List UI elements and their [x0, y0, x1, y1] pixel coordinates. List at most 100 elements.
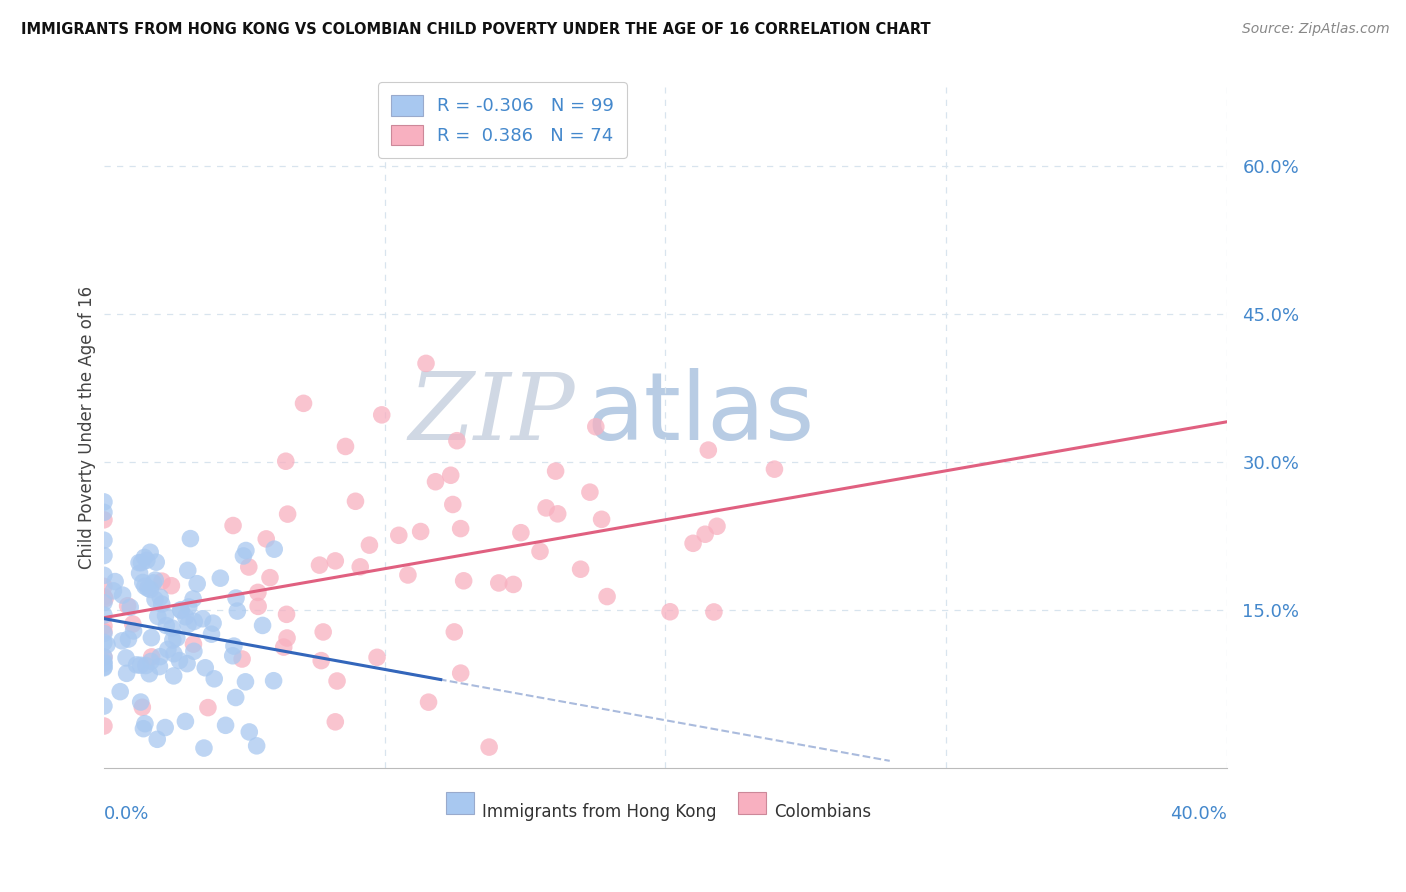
Point — [160, 621, 183, 635]
Point — [191, 612, 214, 626]
Point — [366, 650, 388, 665]
Point — [509, 525, 531, 540]
Point — [388, 528, 411, 542]
Point — [146, 732, 169, 747]
Point — [149, 649, 172, 664]
Point — [415, 356, 437, 370]
Point — [141, 631, 163, 645]
Point — [231, 652, 253, 666]
Point — [128, 566, 150, 581]
Point — [529, 544, 551, 558]
Point — [252, 618, 274, 632]
Point — [177, 599, 200, 614]
Point — [308, 558, 330, 573]
Point — [418, 695, 440, 709]
Point — [443, 624, 465, 639]
Point — [120, 600, 142, 615]
Point — [544, 464, 567, 478]
Point — [93, 661, 115, 675]
Point — [396, 568, 419, 582]
Point — [93, 657, 115, 671]
Point — [226, 604, 249, 618]
Legend: R = -0.306   N = 99, R =  0.386   N = 74: R = -0.306 N = 99, R = 0.386 N = 74 — [378, 82, 627, 158]
Point — [706, 519, 728, 533]
Point — [132, 722, 155, 736]
Point — [292, 396, 315, 410]
Y-axis label: Child Poverty Under the Age of 16: Child Poverty Under the Age of 16 — [79, 285, 96, 569]
Point — [569, 562, 592, 576]
Point — [103, 583, 125, 598]
Point — [93, 619, 115, 633]
Point — [179, 532, 201, 546]
Point — [273, 640, 295, 654]
Point — [139, 582, 162, 597]
Point — [131, 556, 153, 570]
Point — [596, 590, 619, 604]
Point — [93, 513, 115, 527]
Point — [135, 658, 157, 673]
Point — [276, 607, 298, 622]
Point — [277, 507, 299, 521]
FancyBboxPatch shape — [446, 792, 474, 814]
Point — [450, 666, 472, 681]
Point — [93, 719, 115, 733]
Point — [202, 616, 225, 631]
Point — [323, 554, 346, 568]
Point — [247, 599, 270, 614]
Point — [93, 549, 115, 563]
Point — [177, 563, 200, 577]
Point — [93, 624, 115, 639]
Point — [132, 575, 155, 590]
Text: 40.0%: 40.0% — [1170, 805, 1226, 823]
Text: 0.0%: 0.0% — [104, 805, 149, 823]
Point — [141, 649, 163, 664]
Point — [146, 609, 169, 624]
Point — [209, 571, 232, 585]
Point — [93, 495, 115, 509]
Point — [93, 579, 115, 593]
Point — [174, 610, 197, 624]
Point — [659, 605, 682, 619]
Point — [259, 571, 281, 585]
Point — [93, 660, 115, 674]
Point — [197, 700, 219, 714]
Point — [478, 740, 501, 755]
Point — [163, 669, 186, 683]
Point — [135, 553, 157, 567]
Point — [453, 574, 475, 588]
Text: IMMIGRANTS FROM HONG KONG VS COLOMBIAN CHILD POVERTY UNDER THE AGE OF 16 CORRELA: IMMIGRANTS FROM HONG KONG VS COLOMBIAN C… — [21, 22, 931, 37]
Point — [108, 684, 131, 698]
Point — [409, 524, 432, 539]
Point — [176, 657, 198, 671]
Point — [591, 512, 613, 526]
Point — [202, 672, 225, 686]
Point — [222, 518, 245, 533]
Point — [111, 588, 134, 602]
Point — [155, 608, 177, 623]
Point — [134, 550, 156, 565]
Text: ZIP: ZIP — [409, 368, 575, 458]
Point — [142, 575, 165, 590]
Point — [138, 666, 160, 681]
Point — [94, 591, 117, 606]
Point — [145, 555, 167, 569]
Point — [149, 590, 172, 604]
Point — [148, 659, 170, 673]
Point — [156, 642, 179, 657]
Point — [488, 576, 510, 591]
Point — [115, 651, 138, 665]
Point — [344, 494, 367, 508]
Point — [129, 695, 152, 709]
Point — [166, 631, 188, 645]
Point — [181, 591, 204, 606]
FancyBboxPatch shape — [738, 792, 766, 814]
Point — [93, 635, 115, 649]
Point — [312, 624, 335, 639]
Point — [134, 579, 156, 593]
Point — [238, 560, 260, 574]
Point — [155, 618, 177, 632]
Point — [150, 597, 173, 611]
Point — [169, 654, 191, 668]
Text: Source: ZipAtlas.com: Source: ZipAtlas.com — [1241, 22, 1389, 37]
Point — [695, 527, 717, 541]
